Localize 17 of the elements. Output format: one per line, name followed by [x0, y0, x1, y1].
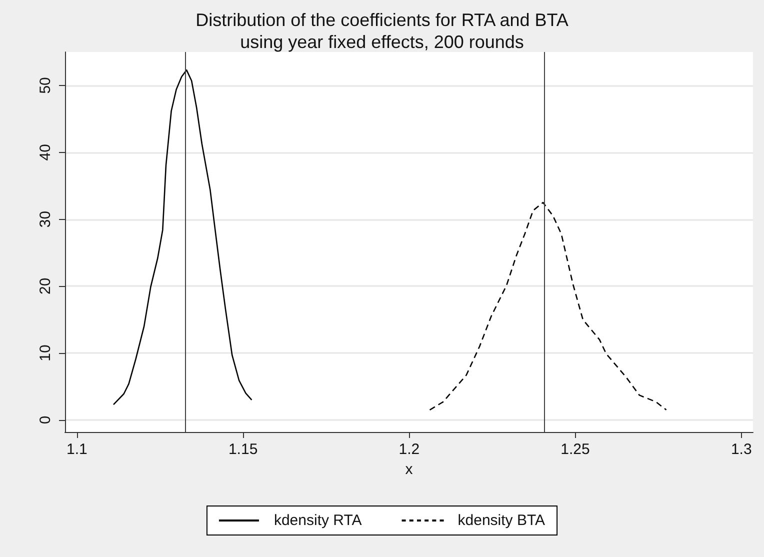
y-tick-label: 0: [37, 416, 54, 424]
x-tick-label: 1.1: [66, 441, 88, 458]
y-tick-label: 40: [37, 144, 54, 161]
x-tick-label: 1.3: [730, 441, 752, 458]
x-axis-title: x: [405, 460, 414, 478]
y-tick-label: 20: [37, 278, 54, 294]
legend-label: kdensity BTA: [458, 512, 546, 529]
chart-title: Distribution of the coefficients for RTA and BTA using year fixed effects, 200 rounds: [196, 10, 568, 52]
y-tick-label: 30: [37, 210, 54, 228]
x-tick-label: 1.25: [560, 441, 590, 458]
y-tick-label: 50: [37, 77, 54, 94]
line-series: [429, 202, 667, 411]
x-tick-label: 1.2: [398, 441, 420, 458]
x-tick-label: 1.15: [228, 441, 258, 458]
line-series: [112, 69, 252, 406]
legend-label: kdensity RTA: [274, 512, 362, 529]
y-tick-label: 10: [37, 344, 54, 362]
